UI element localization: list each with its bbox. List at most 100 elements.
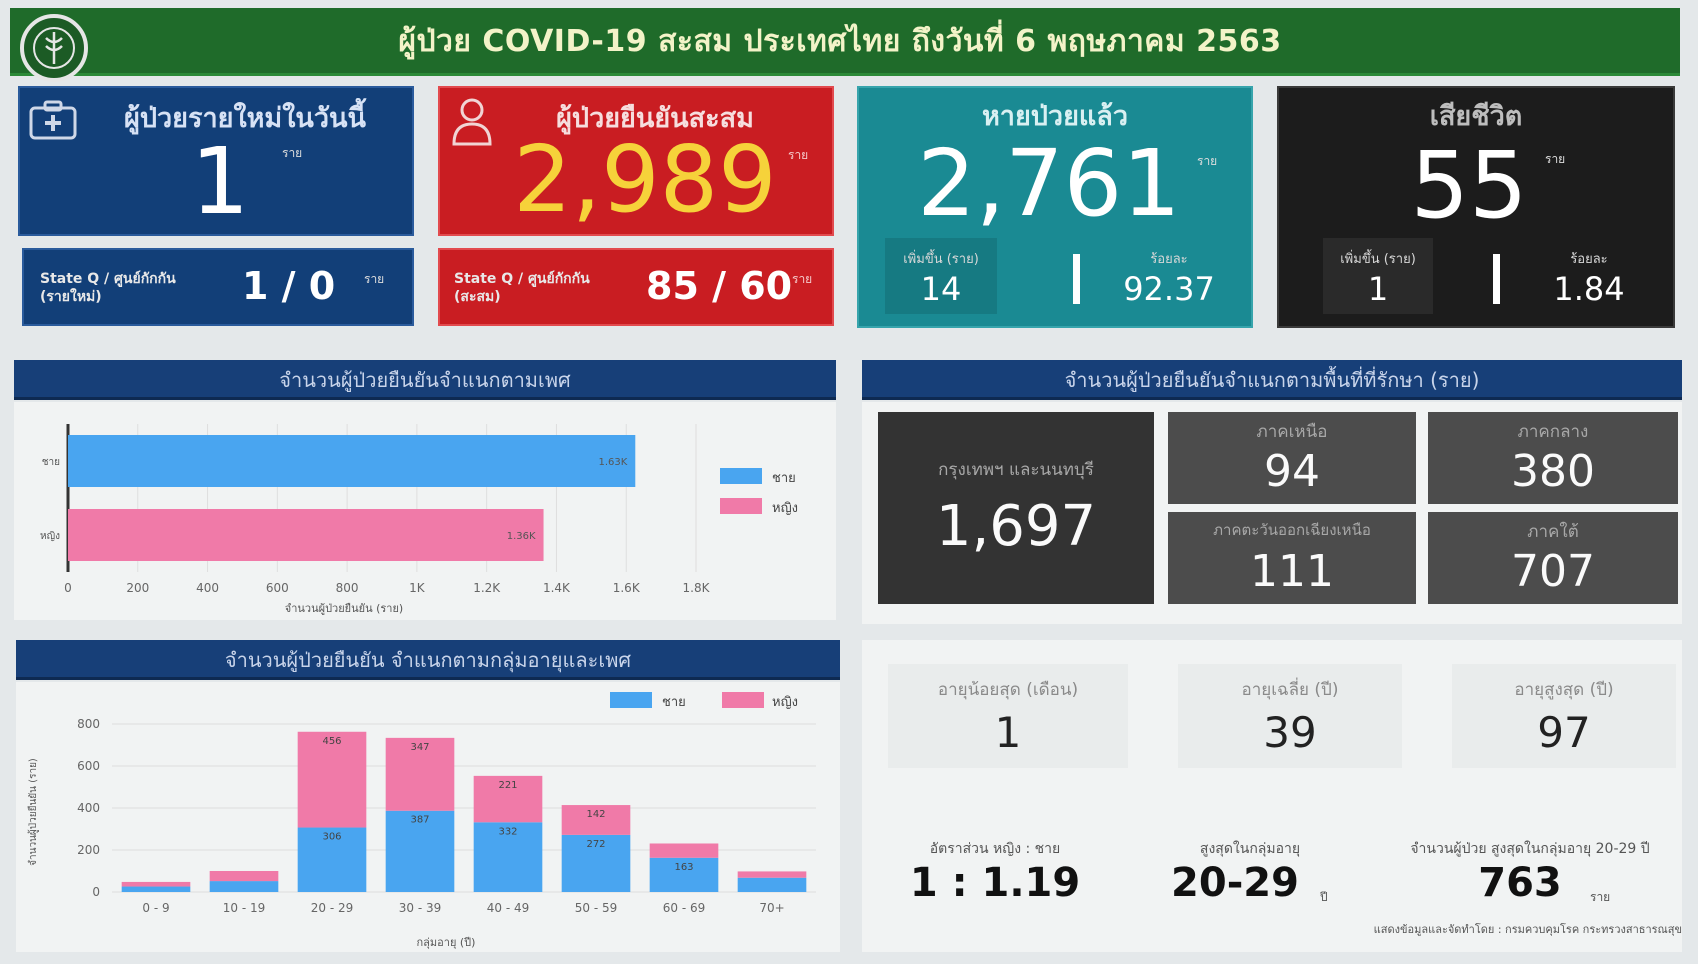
gender-x-tick-label: 1K: [409, 581, 426, 595]
confirmed-stateq-value: 85 / 60: [646, 264, 793, 308]
gender-x-tick-label: 800: [336, 581, 359, 595]
ratio-value: 1 : 1.19: [909, 860, 1081, 906]
recovered-increase-value: 14: [920, 270, 962, 308]
deaths-increase-box: [1323, 238, 1433, 314]
age-max-value: 97: [1537, 708, 1591, 757]
age-y-axis-label: จำนวนผู้ป่วยยืนยัน (ราย): [27, 758, 39, 866]
age-bar-data-label: 456: [322, 736, 341, 747]
age-x-tick-label: 10 - 19: [223, 901, 266, 915]
deaths-percent-value: 1.84: [1553, 270, 1625, 308]
region-label: ภาคเหนือ: [1256, 422, 1328, 442]
region-value: 707: [1511, 546, 1595, 597]
deaths-unit: ราย: [1545, 152, 1566, 166]
gender-bar-chart: 1.63K 1.36K 0 200 400 600 800 1K 1.2K 1.4K 1.6K 1.…: [40, 424, 798, 615]
new-cases-value: 1: [190, 128, 250, 235]
source-note: แสดงข้อมูลและจัดทำโดย : กรมควบคุมโรค กระ…: [1373, 923, 1682, 936]
deaths-increase-value: 1: [1367, 270, 1389, 308]
recovered-increase-box: [885, 238, 997, 314]
region-value: 1,697: [935, 494, 1097, 559]
age-bar-segment: [385, 810, 455, 892]
page-title: ผู้ป่วย COVID-19 สะสม ประเทศไทย ถึงวันที…: [398, 24, 1282, 59]
person-icon: [452, 98, 492, 146]
gender-section-title: จำนวนผู้ป่วยยืนยันจำแนกตามเพศ: [14, 360, 836, 400]
age-bar-segment: [121, 886, 191, 892]
age-x-tick-label: 50 - 59: [575, 901, 618, 915]
age-chart-panel: 306 456 387 347 332 221 272 142 163 0 200 400 600 80…: [16, 682, 840, 952]
gender-x-tick-label: 1.2K: [473, 581, 501, 595]
age-x-axis-label: กลุ่มอายุ (ปี): [417, 936, 476, 949]
age-avg-value: 39: [1263, 708, 1317, 757]
age-bar-segment: [121, 881, 191, 887]
deaths-card: เสียชีวิต 55 ราย เพิ่มขึ้น (ราย) 1 ร้อยล…: [1277, 86, 1675, 328]
age-bar-data-label: 387: [410, 815, 429, 826]
age-y-tick-label: 200: [77, 843, 100, 857]
header-bar: [10, 8, 1680, 76]
recovered-value: 2,761: [917, 130, 1181, 237]
age-min-value: 1: [994, 708, 1022, 757]
ministry-logo-icon: [20, 14, 88, 82]
medical-kit-icon: [29, 100, 77, 140]
region-value: 111: [1250, 546, 1334, 597]
age-bar-segment: [473, 775, 543, 823]
legend-male-swatch: [720, 468, 762, 484]
gender-bar: [68, 435, 636, 487]
gender-x-tick-label: 1.6K: [613, 581, 641, 595]
separator-bar: [1073, 254, 1080, 304]
age-avg-box: อายุเฉลี่ย (ปี) 39: [1178, 664, 1402, 768]
region-value: 380: [1511, 446, 1595, 497]
new-stateq-value: 1 / 0: [242, 264, 336, 308]
age-bar-segment: [209, 881, 279, 892]
gender-x-axis-label: จำนวนผู้ป่วยยืนยัน (ราย): [285, 602, 403, 615]
region-tile-northeast: ภาคตะวันออกเฉียงเหนือ 111: [1168, 512, 1416, 604]
region-label: ภาคตะวันออกเฉียงเหนือ: [1213, 521, 1371, 539]
legend-male-swatch: [610, 692, 652, 708]
age-avg-label: อายุเฉลี่ย (ปี): [1241, 680, 1339, 700]
age-bar-data-label: 306: [322, 832, 341, 843]
deaths-title: เสียชีวิต: [1429, 101, 1523, 132]
region-label: ภาคใต้: [1527, 522, 1579, 542]
age-group-label: สูงสุดในกลุ่มอายุ: [1199, 841, 1301, 857]
recovered-card: หายป่วยแล้ว 2,761 ราย เพิ่มขึ้น (ราย) 14…: [857, 86, 1253, 328]
gender-bar: [68, 509, 544, 561]
deaths-increase-label: เพิ่มขึ้น (ราย): [1340, 252, 1416, 267]
recovered-title: หายป่วยแล้ว: [981, 101, 1128, 132]
region-tile-central: ภาคกลาง 380: [1428, 412, 1678, 504]
age-min-box: อายุน้อยสุด (เดือน) 1: [888, 664, 1128, 768]
age-x-tick-label: 20 - 29: [311, 901, 354, 915]
gender-chart-panel: 1.63K 1.36K 0 200 400 600 800 1K 1.2K 1.4K 1.6K 1.…: [14, 402, 836, 620]
new-stateq-unit: ราย: [364, 272, 385, 286]
age-bar-segment: [649, 843, 719, 858]
age-y-tick-label: 800: [77, 717, 100, 731]
age-bar-data-label: 347: [410, 742, 429, 753]
ratio-label: อัตราส่วน หญิง : ชาย: [929, 841, 1061, 857]
age-x-tick-label: 40 - 49: [487, 901, 530, 915]
age-y-tick-label: 400: [77, 801, 100, 815]
confirmed-stateq-label: State Q / ศูนย์กักกัน (สะสม): [454, 271, 590, 305]
age-group-unit: ปี: [1320, 890, 1328, 904]
new-cases-card: ผู้ป่วยรายใหม่ในวันนี้ 1 ราย: [18, 86, 414, 236]
confirmed-title: ผู้ป่วยยืนยันสะสม: [556, 103, 754, 134]
gender-x-tick-label: 200: [126, 581, 149, 595]
age-bar-segment: [297, 827, 367, 892]
age-min-label: อายุน้อยสุด (เดือน): [937, 680, 1079, 700]
confirmed-unit: ราย: [788, 148, 809, 162]
new-cases-unit: ราย: [282, 146, 303, 160]
legend-female-label: หญิง: [772, 695, 798, 710]
gender-x-tick-label: 600: [266, 581, 289, 595]
new-cases-stateq-card: State Q / ศูนย์กักกัน (รายใหม่) 1 / 0 รา…: [22, 248, 414, 326]
age-stacked-bar-chart: 306 456 387 347 332 221 272 142 163 0 200 400 600 80…: [27, 692, 816, 949]
confirmed-stateq-card: State Q / ศูนย์กักกัน (สะสม) 85 / 60 ราย: [438, 248, 834, 326]
age-bar-segment: [737, 871, 807, 878]
gender-x-tick-label: 1.4K: [543, 581, 571, 595]
region-tile-bangkok: กรุงเทพฯ และนนทบุรี 1,697: [878, 412, 1154, 604]
recovered-percent-value: 92.37: [1123, 270, 1215, 308]
age-bar-data-label: 221: [498, 780, 517, 791]
age-y-tick-label: 600: [77, 759, 100, 773]
age-bar-segment: [473, 822, 543, 892]
age-bar-segment: [561, 834, 631, 892]
age-bar-segment: [649, 857, 719, 892]
recovered-increase-label: เพิ่มขึ้น (ราย): [903, 252, 979, 267]
age-max-label: อายุสูงสุด (ปี): [1514, 680, 1614, 700]
age-bar-data-label: 163: [674, 862, 693, 873]
age-bar-segment: [297, 731, 367, 828]
